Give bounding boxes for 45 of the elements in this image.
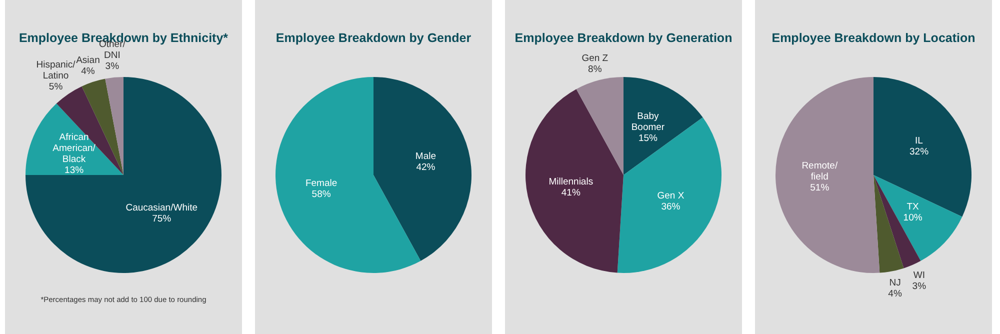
pie-slice	[526, 89, 624, 273]
data-label: 75%	[152, 214, 172, 225]
slice-label: NJ	[889, 277, 902, 288]
slice-label: Remote/ field	[802, 160, 838, 183]
pie-slice	[374, 77, 472, 261]
data-label: 15%	[638, 132, 658, 144]
slice-label: Gen Z	[582, 53, 608, 64]
data-label: 41%	[561, 187, 581, 198]
slice-label: Female	[305, 178, 338, 189]
slice-label: Hispanic/ Latino	[36, 59, 76, 82]
data-label: 10%	[903, 212, 923, 224]
data-label: 5%	[48, 81, 64, 92]
data-label: 51%	[810, 182, 830, 194]
slice-label: African American/ Black	[52, 132, 96, 166]
pie-slice	[26, 104, 124, 175]
chart-title: Employee Breakdown by Location	[772, 31, 976, 45]
slice-label: IL	[915, 136, 923, 147]
slice-label: Gen X	[657, 190, 685, 202]
pie-slice	[26, 77, 222, 273]
slice-label: Male	[415, 151, 436, 162]
data-label: 4%	[81, 66, 96, 78]
pie-slice	[576, 77, 624, 175]
data-label: 8%	[588, 64, 602, 76]
data-label: 3%	[912, 281, 927, 292]
slice-label: TX	[906, 201, 920, 212]
slice-label: Baby Boomer	[631, 110, 665, 133]
pie-slice	[874, 175, 904, 273]
pie-slice	[874, 175, 921, 268]
data-label: 36%	[661, 201, 681, 212]
data-label: 13%	[64, 165, 84, 176]
data-label: 58%	[312, 188, 332, 200]
slice-label: Asian	[76, 55, 100, 66]
pie-slice	[874, 175, 962, 261]
chart-title: Employee Breakdown by Generation	[514, 31, 732, 45]
slice-label: Caucasian/White	[126, 202, 198, 214]
pie-slice	[624, 77, 703, 175]
pie-slice	[105, 77, 124, 175]
chart-title: Employee Breakdown by Gender	[276, 31, 472, 45]
slice-label: Millennials	[548, 176, 594, 188]
slice-label: WI	[913, 270, 925, 282]
data-label: 4%	[888, 288, 902, 300]
data-label: 42%	[416, 162, 436, 174]
data-label: 3%	[105, 61, 120, 72]
data-label: 32%	[910, 146, 930, 158]
pie-slice	[776, 77, 880, 273]
